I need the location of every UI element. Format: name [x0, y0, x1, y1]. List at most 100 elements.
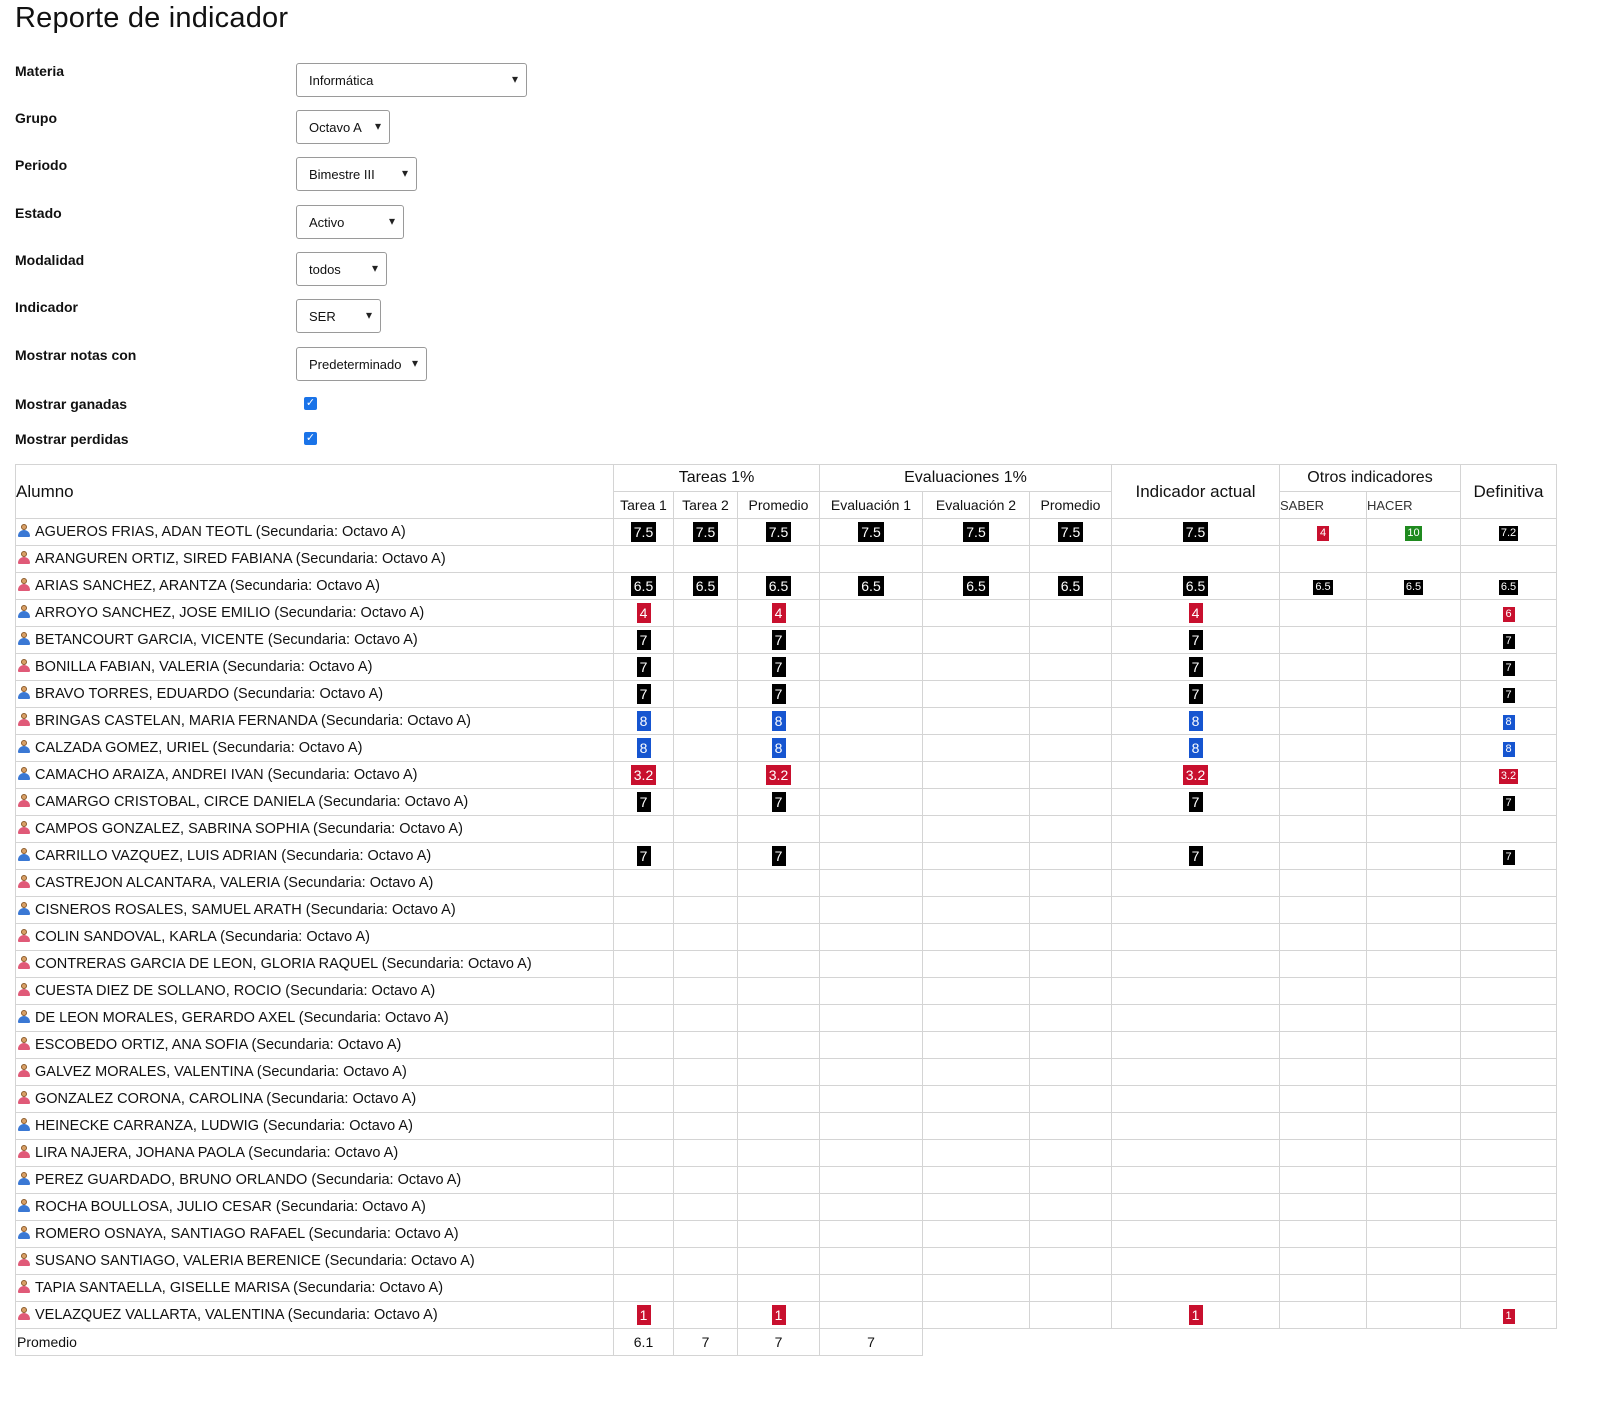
table-row: GONZALEZ CORONA, CAROLINA (Secundaria: O… [15, 1085, 1557, 1113]
select-value: Predeterminado [309, 356, 402, 372]
student-name: ARROYO SANCHEZ, JOSE EMILIO (Secundaria:… [35, 605, 425, 621]
student-icon [18, 605, 30, 619]
header-tareas: Tareas 1% [613, 464, 820, 492]
mostrar-notas-select[interactable]: Predeterminado ▾ [296, 347, 427, 381]
estado-select[interactable]: Activo ▾ [296, 205, 404, 239]
grade-cell-act: 4 [1111, 599, 1280, 627]
grade-cell-e2 [922, 1031, 1030, 1059]
materia-select[interactable]: Informática ▾ [296, 63, 527, 97]
grade-cell-ep [1029, 1193, 1112, 1221]
page-title: Reporte de indicador [15, 2, 289, 34]
grade-cell-def [1460, 923, 1557, 951]
student-name-cell: GALVEZ MORALES, VALENTINA (Secundaria: O… [15, 1058, 614, 1086]
grade-cell-t2 [673, 680, 738, 708]
mostrar-perdidas-checkbox[interactable]: ✓ [304, 432, 317, 445]
grade-badge: 7 [636, 792, 651, 812]
grade-cell-e2 [922, 626, 1030, 654]
grade-cell-saber [1279, 707, 1367, 735]
grade-cell-tp [737, 545, 820, 573]
grade-cell-e1 [819, 1031, 923, 1059]
student-name: ESCOBEDO ORTIZ, ANA SOFIA (Secundaria: O… [35, 1037, 402, 1053]
grade-cell-act: 6.5 [1111, 572, 1280, 600]
indicador-select[interactable]: SER ▾ [296, 299, 381, 333]
student-icon [18, 1037, 30, 1051]
grade-cell-e1 [819, 869, 923, 897]
student-icon [18, 929, 30, 943]
grade-badge: 8 [636, 711, 651, 731]
student-name: CALZADA GOMEZ, URIEL (Secundaria: Octavo… [35, 740, 363, 756]
student-icon [18, 1145, 30, 1159]
grade-cell-saber [1279, 1139, 1367, 1167]
table-row: ARANGUREN ORTIZ, SIRED FABIANA (Secundar… [15, 545, 1557, 573]
grade-cell-hacer [1366, 1166, 1461, 1194]
grade-cell-t1 [613, 1085, 674, 1113]
student-icon [18, 632, 30, 646]
grade-badge: 7 [1188, 846, 1203, 866]
checkbox-label: Mostrar ganadas [15, 396, 128, 412]
table-row: CASTREJON ALCANTARA, VALERIA (Secundaria… [15, 869, 1557, 897]
grade-badge: 6 [1502, 606, 1515, 622]
student-name: CASTREJON ALCANTARA, VALERIA (Secundaria… [35, 875, 434, 891]
student-name: CARRILLO VAZQUEZ, LUIS ADRIAN (Secundari… [35, 848, 432, 864]
student-name-cell: DE LEON MORALES, GERARDO AXEL (Secundari… [15, 1004, 614, 1032]
grade-cell-ep [1029, 1004, 1112, 1032]
student-icon [18, 794, 30, 808]
student-name-cell: CAMACHO ARAIZA, ANDREI IVAN (Secundaria:… [15, 761, 614, 789]
student-name-cell: LIRA NAJERA, JOHANA PAOLA (Secundaria: O… [15, 1139, 614, 1167]
grade-cell-hacer [1366, 1139, 1461, 1167]
student-name-cell: CALZADA GOMEZ, URIEL (Secundaria: Octavo… [15, 734, 614, 762]
mostrar-ganadas-checkbox[interactable]: ✓ [304, 397, 317, 410]
grade-cell-act: 7 [1111, 680, 1280, 708]
grade-cell-t2 [673, 1004, 738, 1032]
grade-cell-e1 [819, 788, 923, 816]
report-table: Alumno Tareas 1% Evaluaciones 1% Indicad… [15, 464, 1557, 1356]
grade-cell-t2 [673, 1301, 738, 1329]
grade-cell-tp: 7 [737, 680, 820, 708]
student-name-cell: CAMARGO CRISTOBAL, CIRCE DANIELA (Secund… [15, 788, 614, 816]
grade-cell-e2 [922, 896, 1030, 924]
grade-cell-ep [1029, 1247, 1112, 1275]
grade-badge: 6.5 [1313, 579, 1333, 595]
grade-cell-t2 [673, 1274, 738, 1302]
grade-cell-tp [737, 1058, 820, 1086]
grade-cell-tp [737, 1220, 820, 1248]
filter-label: Estado [15, 205, 62, 221]
student-icon [18, 902, 30, 916]
student-name: VELAZQUEZ VALLARTA, VALENTINA (Secundari… [35, 1307, 438, 1323]
grade-badge: 7 [636, 684, 651, 704]
grade-badge: 7.5 [765, 522, 792, 542]
grade-cell-e2 [922, 734, 1030, 762]
grade-badge: 7 [1502, 849, 1515, 865]
student-name-cell: ARANGUREN ORTIZ, SIRED FABIANA (Secundar… [15, 545, 614, 573]
grade-cell-t1 [613, 950, 674, 978]
grade-cell-act [1111, 923, 1280, 951]
grade-badge: 7 [636, 846, 651, 866]
modalidad-select[interactable]: todos ▾ [296, 252, 387, 286]
grade-cell-def: 7.2 [1460, 518, 1557, 546]
grade-cell-t2 [673, 896, 738, 924]
grupo-select[interactable]: Octavo A ▾ [296, 110, 390, 144]
grade-cell-saber [1279, 1112, 1367, 1140]
grade-cell-act [1111, 1112, 1280, 1140]
grade-cell-t2 [673, 1058, 738, 1086]
grade-badge: 6.5 [1057, 576, 1084, 596]
grade-cell-t2 [673, 1166, 738, 1194]
grade-cell-t2 [673, 761, 738, 789]
filter-label: Periodo [15, 157, 68, 173]
student-name: PEREZ GUARDADO, BRUNO ORLANDO (Secundari… [35, 1172, 462, 1188]
periodo-select[interactable]: Bimestre III ▾ [296, 157, 417, 191]
grade-cell-t2 [673, 599, 738, 627]
grade-badge: 3.2 [765, 765, 792, 785]
table-row: ESCOBEDO ORTIZ, ANA SOFIA (Secundaria: O… [15, 1031, 1557, 1059]
grade-cell-hacer [1366, 680, 1461, 708]
header-alumno: Alumno [15, 464, 614, 519]
grade-cell-tp [737, 815, 820, 843]
header-evaluacion-2: Evaluación 2 [922, 491, 1030, 519]
grade-cell-saber [1279, 1004, 1367, 1032]
student-name: SUSANO SANTIAGO, VALERIA BERENICE (Secun… [35, 1253, 475, 1269]
grade-badge: 7 [1502, 687, 1515, 703]
student-name: CAMPOS GONZALEZ, SABRINA SOPHIA (Secunda… [35, 821, 463, 837]
promedio-row: Promedio 6.1 7 7 7 [15, 1328, 1557, 1356]
grade-cell-t2 [673, 707, 738, 735]
grade-cell-saber [1279, 1166, 1367, 1194]
